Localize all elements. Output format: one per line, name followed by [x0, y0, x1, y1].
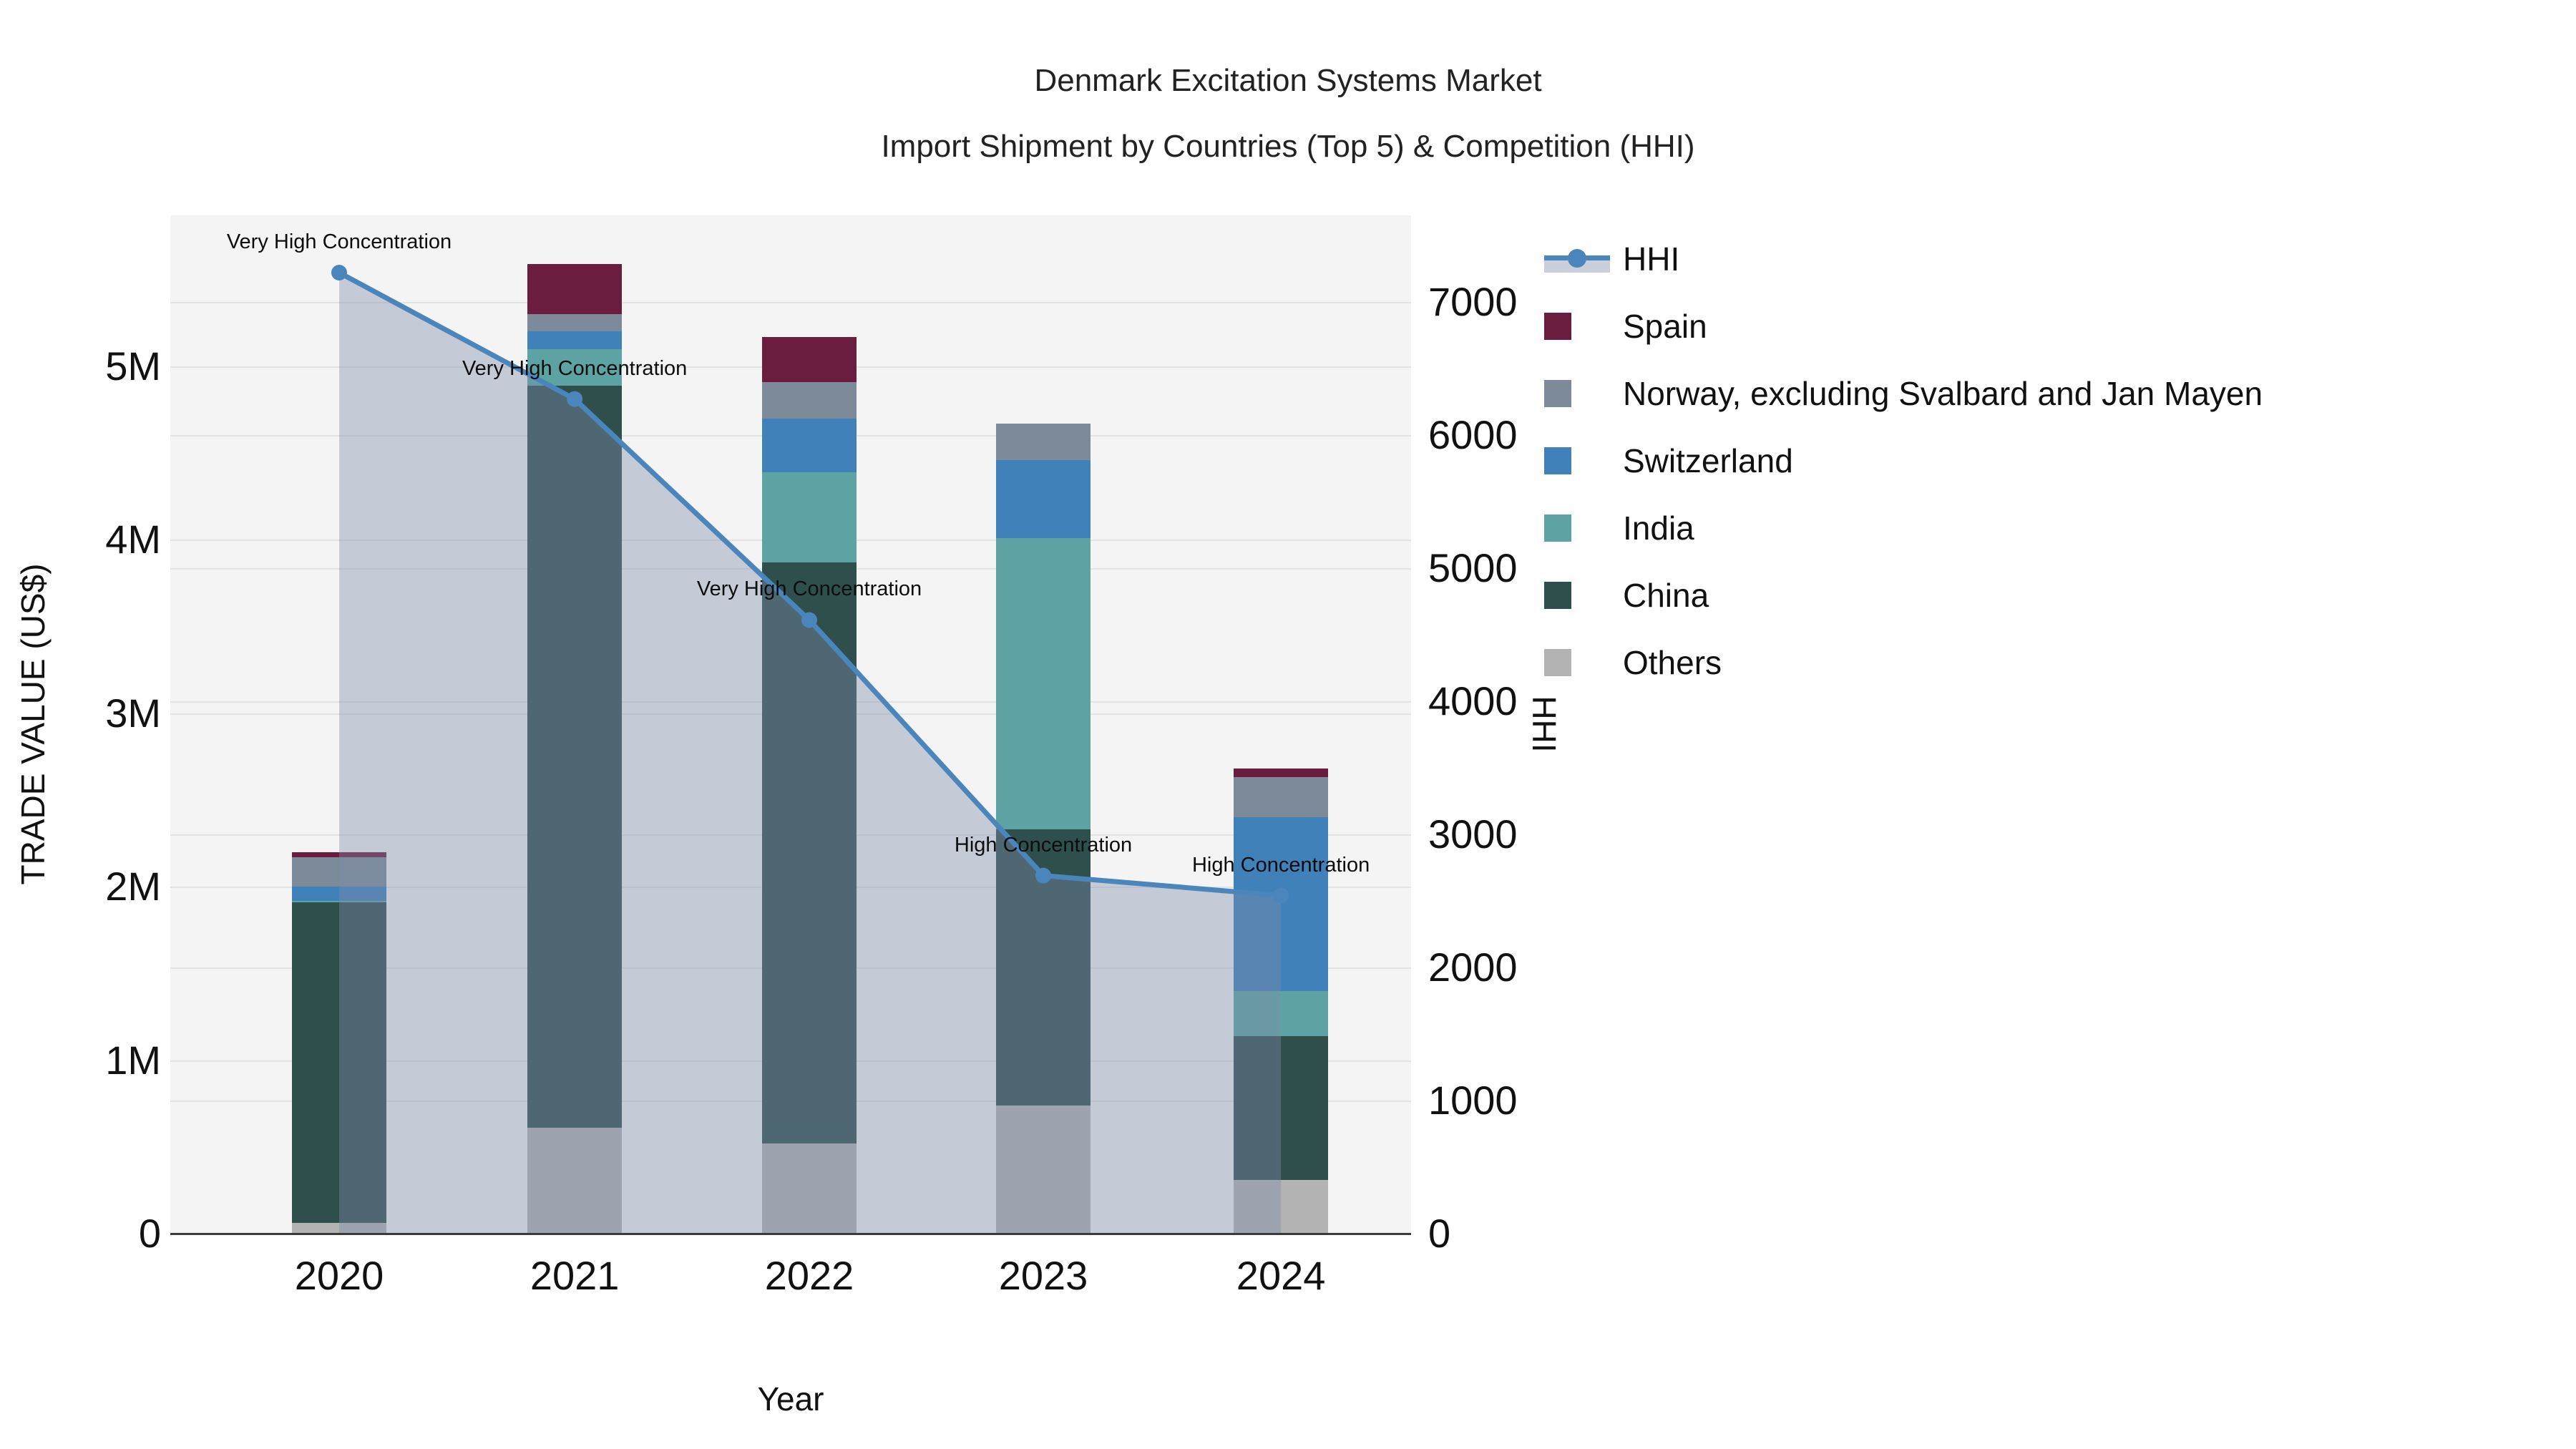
annotation-2022: Very High Concentration	[696, 577, 922, 601]
y-right-tick-4000: 4000	[1428, 678, 1518, 723]
legend-item-hhi[interactable]: HHI	[1544, 225, 2263, 293]
x-tick-2022: 2022	[764, 1253, 854, 1298]
legend-label: Others	[1623, 644, 1722, 681]
legend-label: Switzerland	[1623, 442, 1793, 479]
legend-color-swatch-icon	[1544, 514, 1571, 542]
bar-segment-spain-2020	[291, 852, 386, 857]
hhi-marker-2024	[1273, 887, 1289, 904]
bar-segment-others-2023	[996, 1105, 1091, 1234]
bar-segment-norway-2023	[996, 423, 1091, 460]
legend-color-swatch-icon	[1544, 313, 1571, 340]
legend-color-swatch-icon	[1544, 649, 1571, 676]
y-right-tick-1000: 1000	[1428, 1077, 1518, 1123]
bar-segment-india-2023	[996, 537, 1091, 830]
y-left-tick-2M: 2M	[105, 864, 161, 909]
annotation-2020: Very High Concentration	[226, 230, 452, 253]
legend-color-swatch-icon	[1544, 447, 1571, 474]
bar-segment-others-2022	[762, 1143, 857, 1234]
bar-segment-switzerland-2022	[762, 418, 857, 472]
bar-segment-india-2024	[1234, 990, 1329, 1036]
y-right-tick-5000: 5000	[1428, 545, 1518, 590]
hhi-marker-2021	[567, 391, 583, 407]
bar-segment-others-2024	[1234, 1179, 1329, 1234]
bar-segment-switzerland-2024	[1234, 817, 1329, 991]
bar-segment-india-2022	[762, 472, 857, 562]
bar-segment-india-2021	[527, 348, 623, 386]
chart-title: Denmark Excitation Systems Market	[1034, 63, 1542, 98]
annotation-2021: Very High Concentration	[462, 356, 688, 380]
x-tick-2023: 2023	[998, 1253, 1088, 1298]
legend-item-switzerland[interactable]: Switzerland	[1544, 427, 2263, 494]
legend-label: India	[1623, 509, 1694, 547]
x-tick-2021: 2021	[530, 1253, 620, 1298]
bar-segment-switzerland-2020	[291, 887, 386, 901]
hhi-marker-2023	[1035, 867, 1052, 884]
bar-segment-spain-2021	[527, 263, 623, 315]
legend-color-swatch-icon	[1544, 380, 1571, 407]
x-tick-2020: 2020	[294, 1253, 384, 1298]
hhi-area-fill	[338, 272, 1282, 1234]
bar-segment-china-2022	[762, 562, 857, 1143]
bar-segment-china-2024	[1234, 1035, 1329, 1180]
bar-segment-spain-2022	[762, 336, 857, 382]
x-axis-line	[170, 1233, 1411, 1235]
chart-subtitle: Import Shipment by Countries (Top 5) & C…	[881, 129, 1695, 164]
legend-item-spain[interactable]: Spain	[1544, 293, 2263, 360]
plot-area: Very High Concentration Very High Concent…	[170, 215, 1411, 1235]
hhi-marker-dot-icon	[1568, 249, 1586, 268]
bar-segment-norway-2024	[1234, 777, 1329, 818]
x-tick-2024: 2024	[1236, 1253, 1326, 1298]
y-left-tick-0: 0	[138, 1211, 161, 1256]
bar-segment-others-2021	[527, 1128, 623, 1234]
legend-item-others[interactable]: Others	[1544, 629, 2263, 696]
bar-segment-spain-2024	[1234, 769, 1329, 778]
annotation-2023: High Concentration	[954, 833, 1133, 857]
legend: HHI Spain Norway, excluding Svalbard and J…	[1544, 225, 2263, 696]
bar-segment-norway-2020	[291, 857, 386, 887]
hhi-marker-2020	[331, 264, 347, 280]
y-right-tick-7000: 7000	[1428, 278, 1518, 324]
bar-segment-norway-2022	[762, 381, 857, 419]
legend-label: HHI	[1623, 240, 1680, 278]
y-left-tick-5M: 5M	[105, 343, 161, 389]
y-left-tick-3M: 3M	[105, 690, 161, 736]
hhi-marker-2022	[801, 612, 818, 628]
bar-segment-china-2021	[527, 385, 623, 1128]
bar-segment-china-2020	[291, 902, 386, 1224]
y-right-tick-6000: 6000	[1428, 411, 1518, 457]
legend-label: Spain	[1623, 308, 1707, 345]
bar-segment-switzerland-2021	[527, 331, 623, 349]
hhi-line-chart	[331, 264, 1289, 1234]
legend-color-swatch-icon	[1544, 582, 1571, 609]
gridline-hhi	[170, 301, 1411, 303]
y-axis-left-title: TRADE VALUE (US$)	[14, 563, 52, 885]
legend-label: China	[1623, 577, 1709, 614]
y-right-tick-0: 0	[1428, 1211, 1451, 1256]
bar-segment-switzerland-2023	[996, 459, 1091, 538]
y-left-tick-1M: 1M	[105, 1037, 161, 1083]
y-right-tick-2000: 2000	[1428, 944, 1518, 990]
legend-item-china[interactable]: China	[1544, 562, 2263, 629]
y-axis-right-title: HHI	[1526, 696, 1563, 753]
bar-segment-others-2020	[291, 1223, 386, 1234]
hhi-line-swatch-icon	[1544, 245, 1610, 273]
legend-item-india[interactable]: India	[1544, 494, 2263, 562]
bar-segment-norway-2021	[527, 314, 623, 332]
y-left-tick-4M: 4M	[105, 517, 161, 562]
x-axis-title: Year	[757, 1380, 824, 1418]
legend-label: Norway, excluding Svalbard and Jan Mayen	[1623, 375, 2263, 412]
annotation-2024: High Concentration	[1191, 853, 1370, 877]
legend-item-norway[interactable]: Norway, excluding Svalbard and Jan Mayen	[1544, 360, 2263, 427]
y-right-tick-3000: 3000	[1428, 811, 1518, 857]
bar-segment-india-2020	[291, 900, 386, 902]
